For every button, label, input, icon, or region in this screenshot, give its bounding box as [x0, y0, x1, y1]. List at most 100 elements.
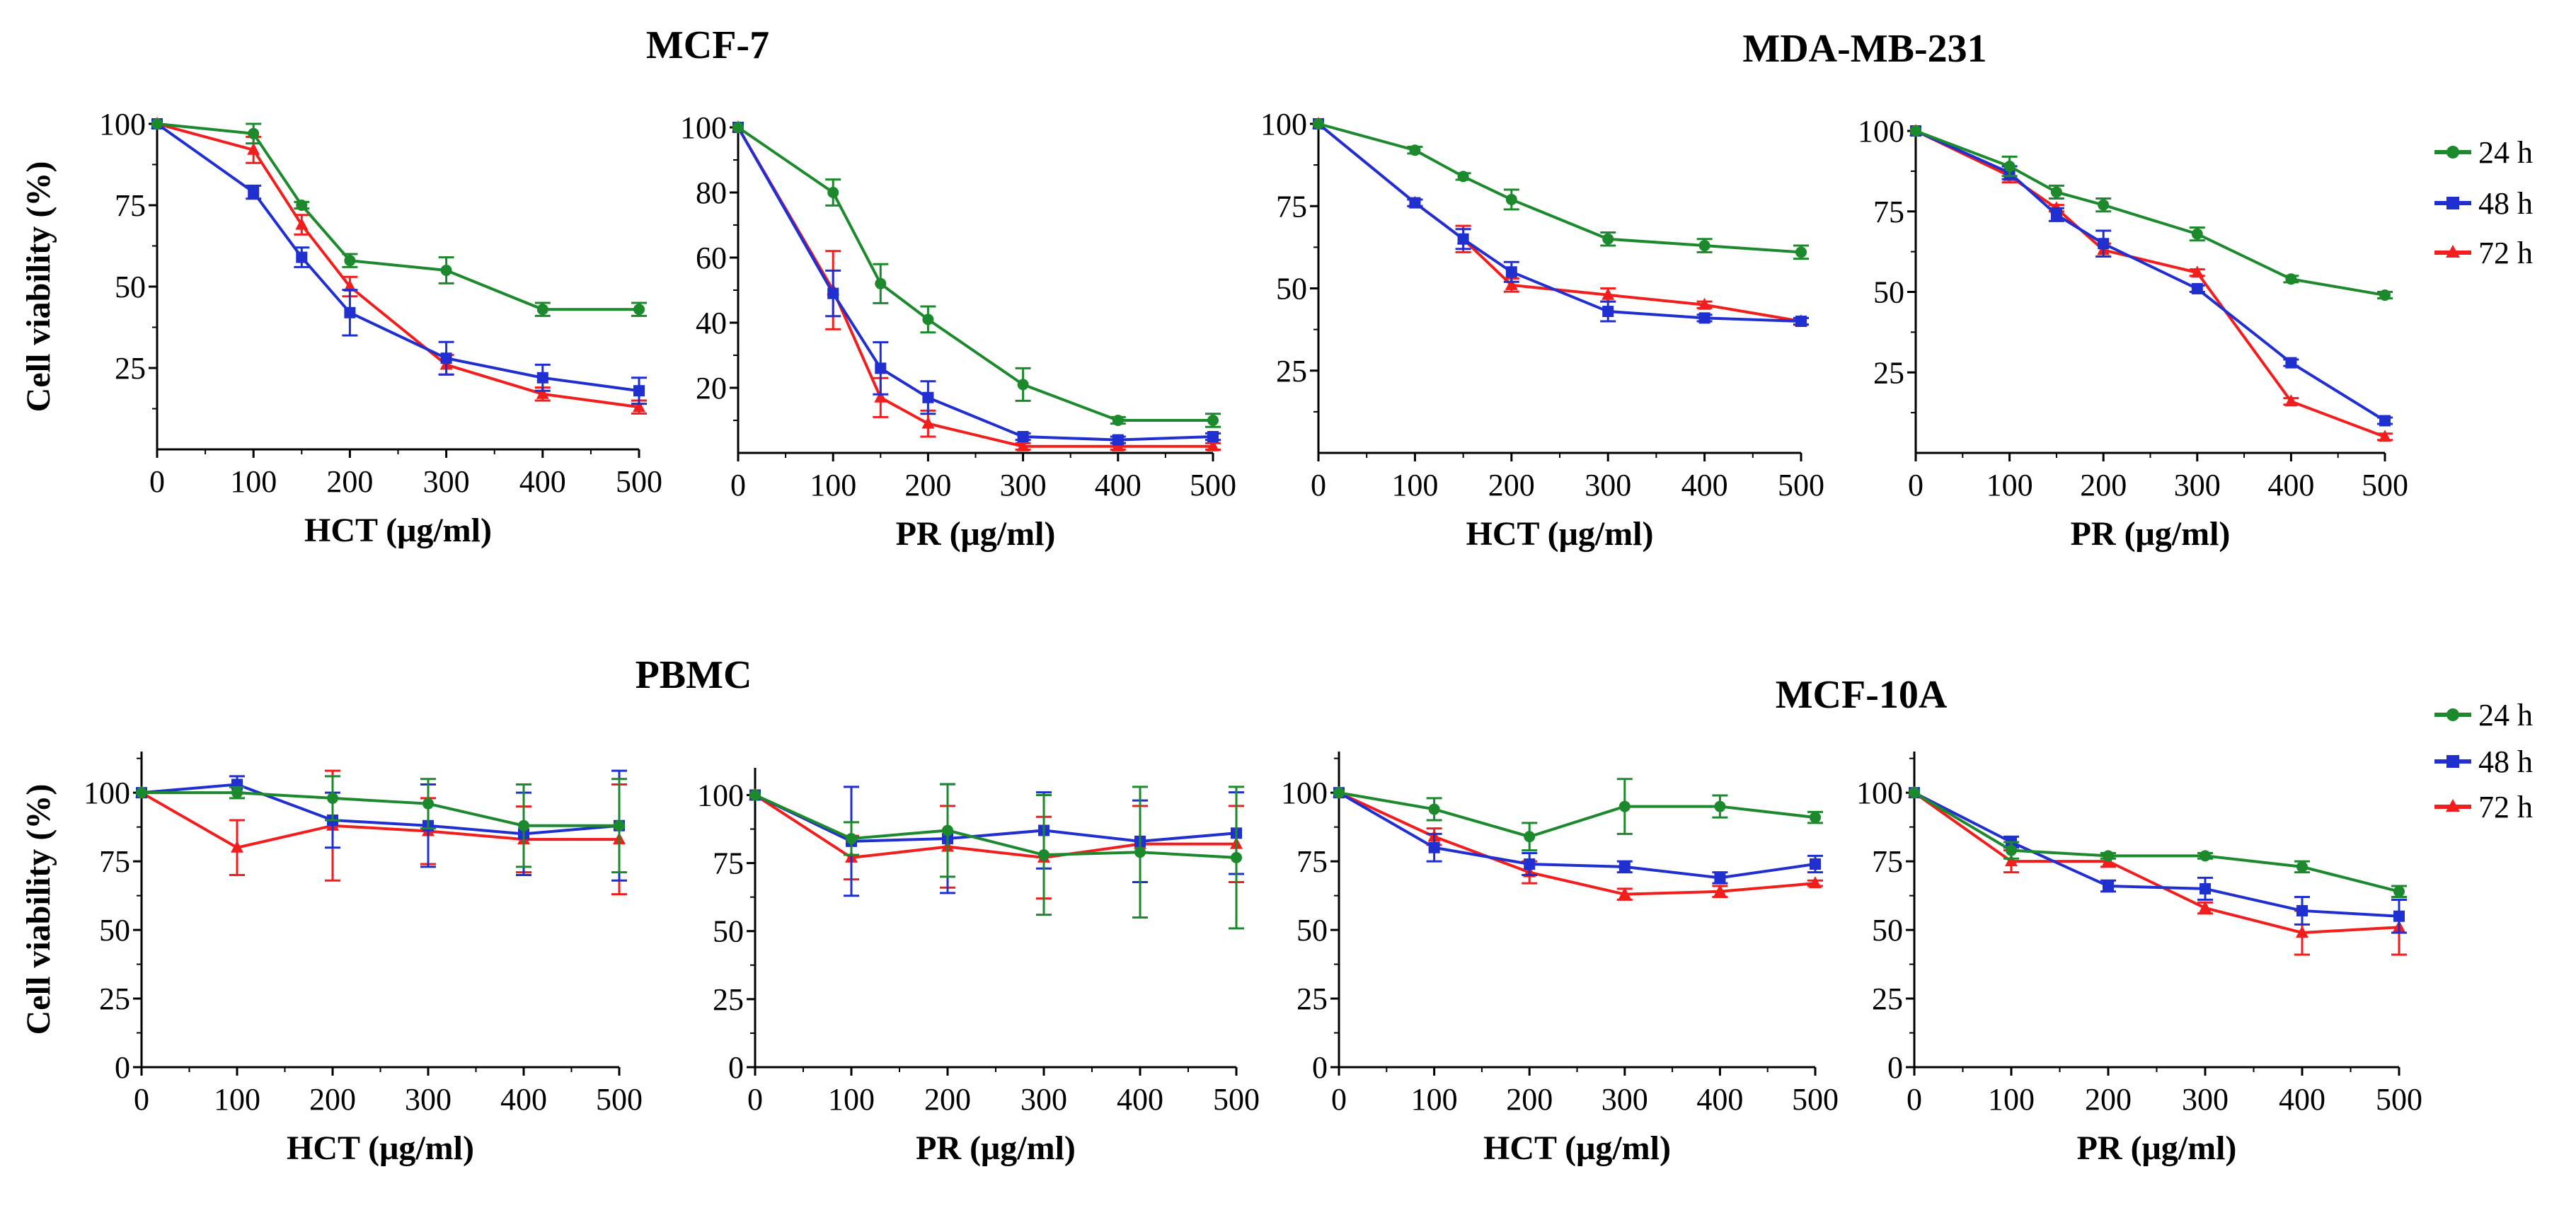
data-point: [248, 127, 260, 139]
data-point: [1017, 431, 1029, 442]
data-point: [1602, 233, 1614, 245]
data-point: [536, 372, 548, 384]
data-point: [1505, 277, 1518, 290]
x-tick-label: 200: [309, 1082, 356, 1117]
data-point: [1909, 787, 1920, 799]
series-24h: [136, 775, 627, 874]
y-tick-label: 25: [713, 982, 744, 1017]
data-point: [1713, 884, 1727, 897]
y-tick-label: 50: [99, 913, 130, 948]
data-point: [1333, 787, 1345, 799]
x-axis-title: HCT (μg/ml): [304, 512, 492, 549]
data-point: [2296, 904, 2308, 916]
series-24h: [732, 122, 1221, 428]
x-tick-label: 500: [1190, 468, 1236, 502]
series-line: [1915, 130, 2386, 297]
x-tick-label: 0: [1331, 1082, 1347, 1117]
series-line: [737, 127, 1214, 442]
x-tick-label: 500: [2362, 468, 2408, 502]
x-tick-label: 300: [2182, 1082, 2229, 1117]
x-tick-label: 300: [1020, 1082, 1067, 1117]
series-line: [156, 122, 639, 311]
data-point: [2379, 430, 2391, 442]
data-point: [1910, 125, 1921, 137]
series-line: [754, 793, 1236, 859]
data-point: [1698, 297, 1711, 310]
x-tick-label: 100: [1986, 468, 2033, 502]
legend-72h-marker: [2446, 245, 2460, 258]
series-line: [1338, 791, 1816, 839]
data-point: [1017, 379, 1029, 391]
y-tick-label: 100: [1260, 107, 1307, 142]
series-line: [1317, 122, 1802, 323]
data-point: [1428, 841, 1440, 853]
x-tick-label: 100: [214, 1082, 260, 1117]
legend-bottom-24h-marker: [2446, 708, 2459, 721]
data-point: [440, 265, 452, 276]
x-axis-title: PR (μg/ml): [2077, 1129, 2237, 1167]
x-tick-label: 400: [2267, 468, 2314, 502]
y-tick-label: 100: [1856, 776, 1903, 810]
group-title-mda-mb-231: MDA-MB-231: [1742, 27, 1986, 71]
series-24h: [1910, 125, 2393, 301]
x-tick-label: 100: [1411, 1082, 1458, 1117]
data-point: [2103, 880, 2114, 892]
legend-24h-label: 24 h: [2478, 135, 2533, 170]
x-tick-label: 0: [1907, 1082, 1922, 1117]
data-point: [1618, 861, 1631, 873]
data-point: [1714, 800, 1726, 812]
data-point: [2296, 861, 2308, 873]
x-tick-label: 200: [2085, 1082, 2132, 1117]
y-tick-label: 80: [696, 176, 727, 210]
x-tick-label: 500: [1213, 1082, 1260, 1117]
legend-48h-label: 48 h: [2478, 186, 2533, 221]
series-line: [141, 783, 620, 836]
data-point: [1602, 306, 1614, 318]
series-line: [1915, 130, 2386, 422]
data-point: [922, 391, 934, 403]
y-tick-label: 25: [99, 982, 130, 1016]
data-point: [1207, 431, 1219, 442]
x-tick-label: 0: [1311, 468, 1326, 502]
data-point: [2098, 238, 2110, 250]
data-point: [732, 122, 744, 133]
y-tick-label: 50: [1276, 272, 1307, 306]
series-48h: [1333, 787, 1823, 885]
y-tick-label: 75: [115, 188, 146, 223]
series-24h: [1333, 778, 1823, 852]
data-point: [1112, 415, 1124, 426]
series-48h: [1313, 118, 1809, 327]
data-point: [1038, 849, 1050, 861]
x-tick-label: 500: [1778, 468, 1824, 502]
data-point: [2098, 199, 2110, 211]
series-24h: [1313, 118, 1809, 260]
x-tick-label: 300: [1000, 468, 1047, 502]
data-point: [1505, 266, 1517, 278]
series-line: [754, 793, 1237, 859]
legend-top: 24 h 48 h 72 h: [2434, 135, 2533, 270]
x-tick-label: 100: [230, 464, 277, 499]
data-point: [1207, 415, 1219, 426]
legend-48h-marker: [2446, 197, 2459, 209]
y-tick-label: 0: [1312, 1050, 1328, 1085]
data-point: [2003, 161, 2016, 173]
data-point: [2199, 901, 2212, 914]
data-point: [295, 217, 309, 230]
data-point: [136, 787, 147, 799]
x-tick-label: 400: [1681, 468, 1728, 502]
panel-3: 0 100 200 300 400 500 25 50 75 100 HCT (μg/ml): [1260, 107, 1824, 553]
data-point: [1524, 858, 1536, 870]
data-point: [2379, 289, 2391, 301]
series-line: [1338, 791, 1816, 880]
data-point: [874, 390, 887, 403]
data-point: [1602, 287, 1615, 300]
series-line: [1338, 791, 1816, 896]
x-tick-label: 400: [1696, 1082, 1743, 1117]
data-point: [1231, 851, 1242, 863]
y-tick-label: 0: [1887, 1050, 1903, 1085]
x-tick-label: 400: [519, 464, 566, 499]
x-tick-label: 0: [1908, 468, 1924, 502]
data-point: [1795, 246, 1807, 258]
series-48h: [1909, 787, 2407, 934]
y-tick-label: 40: [696, 306, 727, 340]
